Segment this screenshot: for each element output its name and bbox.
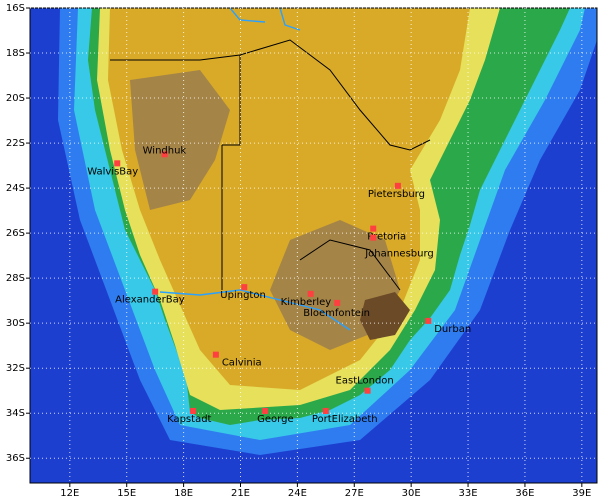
city-marker	[307, 290, 314, 297]
city-marker	[262, 407, 269, 414]
city-marker	[190, 407, 197, 414]
city-label: George	[257, 414, 293, 425]
city-marker	[152, 288, 159, 295]
mountains	[360, 292, 410, 340]
city-label: Pietersburg	[368, 189, 425, 200]
city-marker	[370, 225, 377, 232]
city-label: PortElizabeth	[312, 414, 378, 425]
highland	[130, 70, 230, 210]
y-tick-label: 30S	[6, 318, 25, 329]
x-tick-label: 18E	[174, 488, 193, 499]
x-tick-label: 33E	[459, 488, 478, 499]
city-marker	[241, 284, 248, 291]
city-marker	[161, 151, 168, 158]
y-tick-label: 36S	[6, 453, 25, 464]
city-label: Kapstadt	[167, 414, 211, 425]
city-marker	[114, 160, 121, 167]
city-label: Kimberley	[281, 297, 332, 308]
city-label: EastLondon	[336, 376, 394, 387]
city-marker	[364, 387, 371, 394]
x-tick-label: 12E	[60, 488, 79, 499]
x-tick-label: 27E	[345, 488, 364, 499]
y-tick-label: 24S	[6, 183, 25, 194]
x-tick-label: 24E	[288, 488, 307, 499]
y-tick-label: 16S	[6, 3, 25, 14]
city-label: Calvinia	[222, 358, 262, 369]
y-tick-label: 22S	[6, 138, 25, 149]
y-tick-label: 18S	[6, 48, 25, 59]
x-tick-label: 21E	[231, 488, 250, 499]
y-tick-label: 34S	[6, 408, 25, 419]
city-label: WalvisBay	[87, 166, 138, 177]
x-tick-label: 30E	[402, 488, 421, 499]
city-marker	[334, 299, 341, 306]
x-tick-label: 36E	[515, 488, 534, 499]
city-label: AlexanderBay	[115, 295, 185, 306]
city-label: Bloemfontein	[303, 308, 370, 319]
y-tick-label: 20S	[6, 93, 25, 104]
city-label: Windhuk	[143, 145, 187, 156]
city-label: Upington	[220, 290, 266, 301]
city-marker	[322, 407, 329, 414]
terrain	[30, 8, 597, 483]
y-tick-label: 32S	[6, 363, 25, 374]
city-marker	[394, 182, 401, 189]
city-label: Durban	[434, 324, 471, 335]
y-tick-label: 26S	[6, 228, 25, 239]
y-tick-label: 28S	[6, 273, 25, 284]
city-label: Johannesburg	[364, 249, 434, 260]
city-label: Pretoria	[367, 232, 406, 243]
frame	[29, 7, 598, 484]
city-marker	[370, 234, 377, 241]
city-marker	[425, 317, 432, 324]
city-marker	[212, 351, 219, 358]
border	[110, 39, 431, 291]
x-tick-label: 15E	[117, 488, 136, 499]
x-tick-label: 39E	[572, 488, 591, 499]
